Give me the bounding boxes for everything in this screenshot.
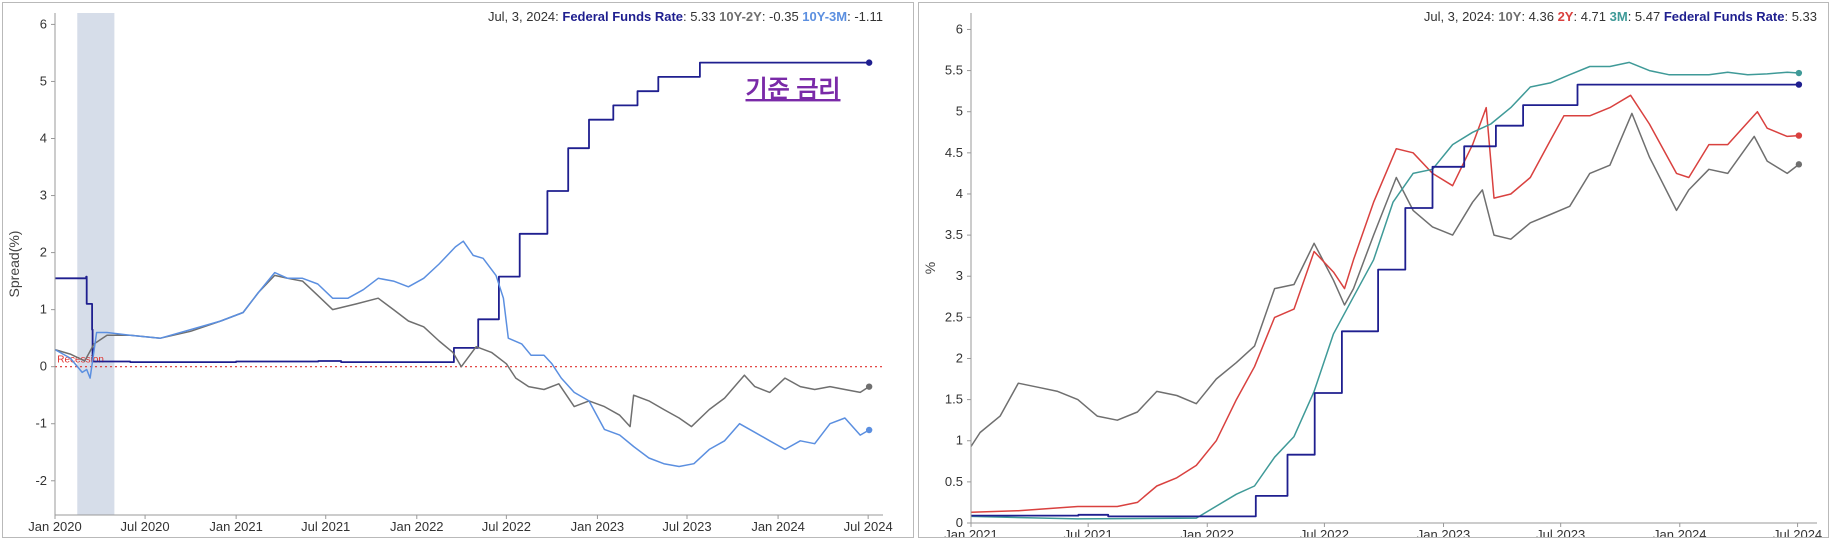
legend-series-name: 10Y-3M xyxy=(802,9,847,24)
series-endpoint xyxy=(1795,161,1803,168)
x-tick-label: Jan 2022 xyxy=(390,519,444,534)
y-tick-label: 2.5 xyxy=(945,309,963,324)
x-tick-label: Jul 2022 xyxy=(482,519,531,534)
recession-label: Recession xyxy=(57,355,104,366)
y-tick-label: 2 xyxy=(40,245,47,260)
legend-series-name: Federal Funds Rate xyxy=(562,9,683,24)
x-tick-label: Jul 2023 xyxy=(662,519,711,534)
series-endpoint xyxy=(1795,81,1803,88)
rates-axes: 0 0.5 1 1.5 2 2.5 3 3.5 4 4.5 5 5.5 6 Jan 2021 Jul 202… xyxy=(944,13,1822,537)
y-tick-label: 3 xyxy=(40,188,47,203)
x-tick-label: Jul 2021 xyxy=(1064,527,1113,537)
legend-series-value: : 5.33 xyxy=(1784,9,1817,24)
y-tick-label: -1 xyxy=(35,416,47,431)
x-tick-label: Jul 2024 xyxy=(1773,527,1822,537)
rates-chart: 0 0.5 1 1.5 2 2.5 3 3.5 4 4.5 5 5.5 6 Jan 2021 Jul 202… xyxy=(922,9,1822,537)
y-tick-label: 1 xyxy=(40,302,47,317)
legend-series-value: : -0.35 xyxy=(762,9,802,24)
y-tick-label: 6 xyxy=(956,21,963,36)
rates-y-axis-label: % xyxy=(922,262,938,274)
spread-axes: -2 -1 0 1 2 3 4 5 6 Jan 2020 Jul 2020 Jan 2021 Jul 2… xyxy=(28,13,893,534)
rates-chart-panel: 0 0.5 1 1.5 2 2.5 3 3.5 4 4.5 5 5.5 6 Jan 2021 Jul 202… xyxy=(918,2,1829,538)
legend-date: Jul, 3, 2024: xyxy=(1424,9,1498,24)
legend-series-value: : 4.36 xyxy=(1521,9,1557,24)
x-tick-label: Jul 2023 xyxy=(1536,527,1585,537)
legend-series-value: : 5.47 xyxy=(1628,9,1664,24)
x-tick-label: Jan 2024 xyxy=(751,519,805,534)
series-line-3m xyxy=(970,61,1799,520)
legend-series-value: : 4.71 xyxy=(1573,9,1609,24)
rates-legend: Jul, 3, 2024: 10Y: 4.36 2Y: 4.71 3M: 5.4… xyxy=(1424,9,1817,24)
x-tick-label: Jan 2021 xyxy=(944,527,998,537)
series-line-federal-funds-rate xyxy=(55,61,870,363)
series-endpoint xyxy=(1795,132,1803,139)
x-tick-label: Jul 2022 xyxy=(1300,527,1349,537)
y-tick-label: 5.5 xyxy=(945,63,963,78)
x-tick-label: Jan 2023 xyxy=(571,519,625,534)
legend-series-value: : 5.33 xyxy=(683,9,719,24)
y-tick-label: 4 xyxy=(956,186,963,201)
spread-legend: Jul, 3, 2024: Federal Funds Rate: 5.33 1… xyxy=(488,9,883,24)
x-tick-label: Jan 2021 xyxy=(209,519,263,534)
y-tick-label: 0.5 xyxy=(945,474,963,489)
series-line-federal-funds-rate xyxy=(971,83,1799,518)
recession-shade xyxy=(77,13,115,515)
rates-series-group xyxy=(970,61,1803,520)
legend-series-name: Federal Funds Rate xyxy=(1664,9,1785,24)
x-tick-label: Jan 2022 xyxy=(1181,527,1235,537)
y-tick-label: 2 xyxy=(956,350,963,365)
x-tick-label: Jul 2021 xyxy=(301,519,350,534)
legend-series-name: 3M xyxy=(1610,9,1628,24)
x-tick-label: Jan 2024 xyxy=(1653,527,1707,537)
x-tick-label: Jan 2023 xyxy=(1417,527,1471,537)
x-tick-label: Jul 2020 xyxy=(120,519,169,534)
y-tick-label: 5 xyxy=(40,73,47,88)
y-tick-label: 3 xyxy=(956,268,963,283)
fed-rate-annotation: 기준 금리 xyxy=(746,76,841,103)
y-tick-label: 5 xyxy=(956,104,963,119)
series-endpoint xyxy=(865,59,873,66)
y-tick-label: 1 xyxy=(956,433,963,448)
legend-series-name: 10Y-2Y xyxy=(719,9,762,24)
series-line-10y-3m xyxy=(54,240,870,468)
series-endpoint xyxy=(865,383,873,390)
recession-band: Recession xyxy=(55,13,883,515)
spread-chart: Recession -2 -1 0 1 2 3 4 5 6 Jan 2020 Jul 2020 Jan… xyxy=(6,9,893,534)
legend-series-name: 10Y xyxy=(1498,9,1521,24)
series-endpoint xyxy=(865,426,873,434)
legend-date: Jul, 3, 2024: xyxy=(488,9,562,24)
spread-chart-panel: Recession -2 -1 0 1 2 3 4 5 6 Jan 2020 Jul 2020 Jan… xyxy=(2,2,914,538)
y-tick-label: 4.5 xyxy=(945,145,963,160)
series-line-10y-2y xyxy=(54,274,870,428)
x-tick-label: Jan 2020 xyxy=(28,519,82,534)
y-tick-label: 6 xyxy=(40,16,47,31)
series-line-10y xyxy=(970,112,1800,447)
y-tick-label: 1.5 xyxy=(945,392,963,407)
y-tick-label: 4 xyxy=(40,131,47,146)
y-tick-label: 3.5 xyxy=(945,227,963,242)
spread-y-axis-label: Spread(%) xyxy=(6,231,22,298)
spread-series-group xyxy=(54,59,873,468)
series-line-2y xyxy=(970,94,1799,514)
series-endpoint xyxy=(1795,69,1803,77)
y-tick-label: 0 xyxy=(956,515,963,530)
y-tick-label: 0 xyxy=(40,359,47,374)
legend-series-value: : -1.11 xyxy=(847,9,883,24)
y-tick-label: -2 xyxy=(35,473,47,488)
x-tick-label: Jul 2024 xyxy=(844,519,893,534)
legend-series-name: 2Y xyxy=(1558,9,1574,24)
